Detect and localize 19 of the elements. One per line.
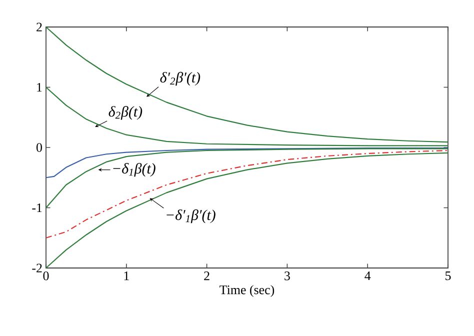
- y-tick-label: 1: [37, 82, 42, 92]
- annotation: −δ$_{1}$β(t): [113, 162, 156, 177]
- y-tick-label: 2: [36, 22, 42, 32]
- y-tick-label: -1: [32, 203, 42, 212]
- annotation: −δ′$_{1}$β′(t): [166, 209, 216, 224]
- y-tick-label: -2: [32, 264, 42, 272]
- annotation: δ$_{2}$β(t): [108, 106, 142, 120]
- line-series: [45, 152, 449, 269]
- x-tick-label: 2: [204, 272, 210, 280]
- line-series: [45, 26, 449, 143]
- x-tick-label: 1: [124, 272, 129, 280]
- x-axis-title: Time (sec): [220, 285, 274, 297]
- x-tick-label: 0: [43, 272, 49, 280]
- y-tick-label: 0: [36, 143, 42, 152]
- line-series: [45, 148, 449, 178]
- x-tick-label: 3: [284, 272, 290, 280]
- annotation: δ′$_{2}$β′(t): [160, 72, 200, 86]
- x-tick-label: 4: [364, 272, 371, 280]
- x-tick-label: 5: [446, 272, 451, 280]
